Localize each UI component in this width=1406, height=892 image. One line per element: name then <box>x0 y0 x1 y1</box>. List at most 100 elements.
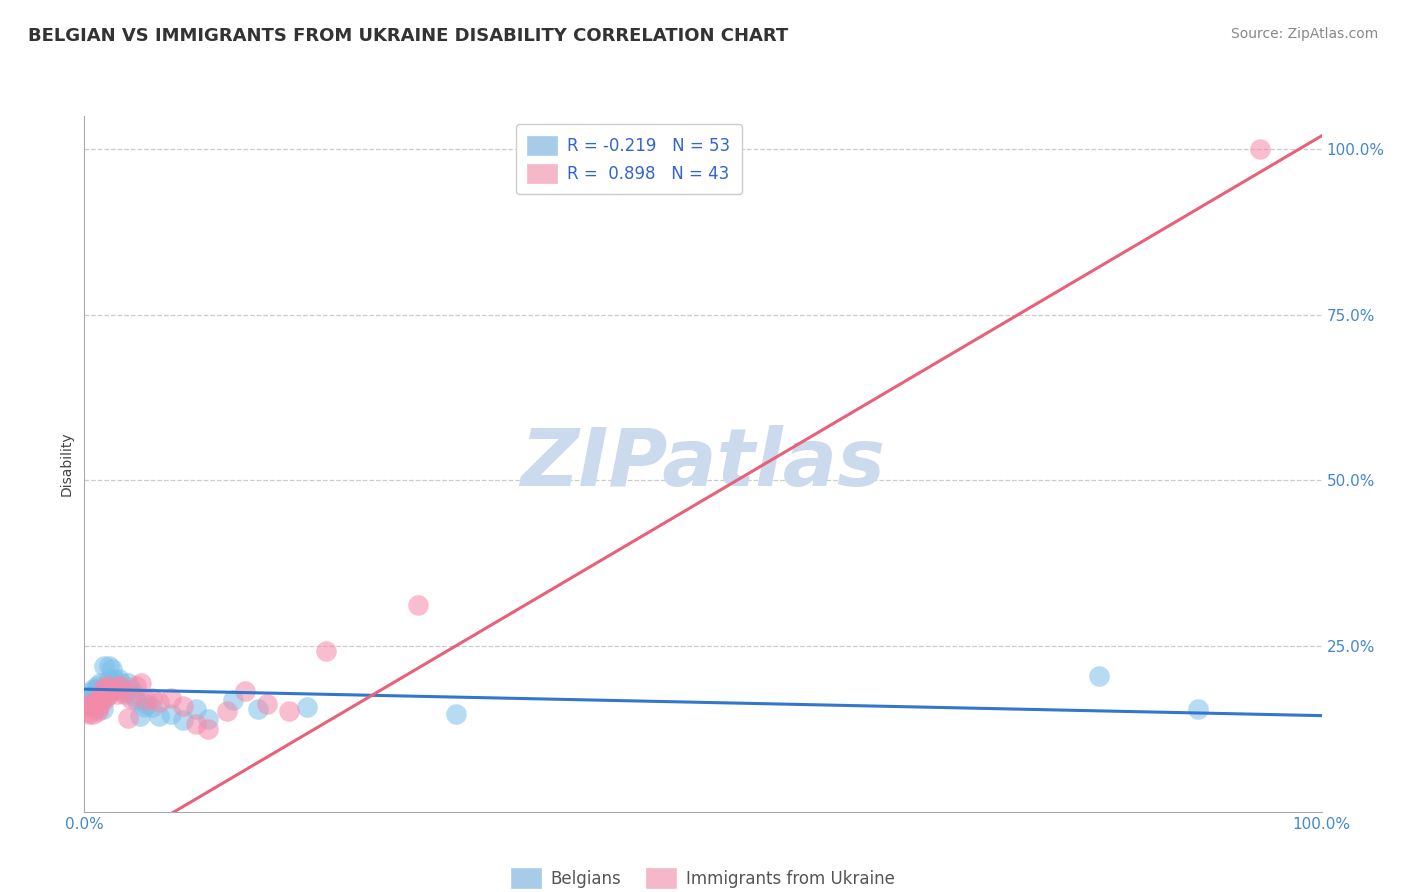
Point <box>408 598 430 612</box>
Point <box>141 690 163 705</box>
Point <box>94 680 117 694</box>
Point <box>122 689 145 703</box>
Point <box>96 689 118 703</box>
Point <box>86 695 108 709</box>
Point <box>87 704 110 718</box>
Point <box>86 695 108 709</box>
Point <box>91 682 114 697</box>
Point <box>97 684 120 698</box>
Point <box>1249 142 1271 156</box>
Point <box>172 698 194 713</box>
Point <box>93 659 115 673</box>
Point <box>82 682 104 697</box>
Point <box>172 713 194 727</box>
Point <box>125 693 148 707</box>
Point <box>79 700 101 714</box>
Point <box>315 644 337 658</box>
Point <box>215 704 238 718</box>
Point <box>96 689 118 703</box>
Point <box>104 675 127 690</box>
Point <box>132 700 155 714</box>
Point <box>89 692 111 706</box>
Point <box>98 672 121 686</box>
Text: BELGIAN VS IMMIGRANTS FROM UKRAINE DISABILITY CORRELATION CHART: BELGIAN VS IMMIGRANTS FROM UKRAINE DISAB… <box>28 27 789 45</box>
Point <box>108 679 131 693</box>
Point <box>79 706 101 721</box>
Point <box>117 675 139 690</box>
Text: ZIPatlas: ZIPatlas <box>520 425 886 503</box>
Point <box>103 682 125 697</box>
Point <box>295 700 318 714</box>
Point <box>184 717 207 731</box>
Point <box>117 711 139 725</box>
Point <box>160 690 183 705</box>
Point <box>110 675 132 690</box>
Point <box>246 702 269 716</box>
Point <box>84 698 107 713</box>
Point <box>107 682 129 697</box>
Point <box>98 659 121 673</box>
Point <box>233 684 256 698</box>
Point <box>1088 669 1111 683</box>
Point <box>89 675 111 690</box>
Point <box>197 722 219 736</box>
Point <box>84 695 107 709</box>
Point <box>86 685 108 699</box>
Point <box>76 706 98 720</box>
Point <box>89 700 111 714</box>
Point <box>222 693 245 707</box>
Point <box>277 704 299 718</box>
Point <box>98 679 121 693</box>
Point <box>120 682 142 697</box>
Point <box>90 687 112 701</box>
Point <box>91 702 114 716</box>
Point <box>97 680 120 694</box>
Point <box>197 712 219 726</box>
Point <box>98 682 121 697</box>
Point <box>135 693 157 707</box>
Point <box>86 702 108 716</box>
Point <box>91 685 114 699</box>
Point <box>160 706 183 721</box>
Point <box>86 689 108 703</box>
Point <box>444 706 467 721</box>
Point <box>184 702 207 716</box>
Point <box>77 698 100 712</box>
Point <box>86 679 108 693</box>
Point <box>82 706 104 721</box>
Point <box>125 679 148 693</box>
Point <box>148 708 170 723</box>
Point <box>112 687 135 701</box>
Point <box>100 684 122 698</box>
Point <box>148 695 170 709</box>
Point <box>80 692 103 706</box>
Point <box>83 700 105 714</box>
Point <box>86 682 108 697</box>
Point <box>86 682 108 697</box>
Point <box>110 680 132 694</box>
Point <box>86 693 108 707</box>
Point <box>83 689 105 703</box>
Point <box>105 687 128 701</box>
Point <box>90 692 112 706</box>
Point <box>129 675 152 690</box>
Point <box>129 708 152 723</box>
Text: Source: ZipAtlas.com: Source: ZipAtlas.com <box>1230 27 1378 41</box>
Point <box>108 672 131 686</box>
Point <box>86 687 108 701</box>
Point <box>94 679 117 693</box>
Point <box>93 693 115 707</box>
Point <box>256 698 278 712</box>
Point <box>86 692 108 706</box>
Point <box>1187 702 1209 716</box>
Legend: Belgians, Immigrants from Ukraine: Belgians, Immigrants from Ukraine <box>503 862 903 892</box>
Point <box>135 698 157 712</box>
Y-axis label: Disability: Disability <box>59 432 73 496</box>
Point <box>120 692 142 706</box>
Point <box>112 685 135 699</box>
Point <box>79 685 101 699</box>
Point <box>100 662 122 676</box>
Point <box>89 693 111 707</box>
Point <box>80 698 103 712</box>
Point <box>141 700 163 714</box>
